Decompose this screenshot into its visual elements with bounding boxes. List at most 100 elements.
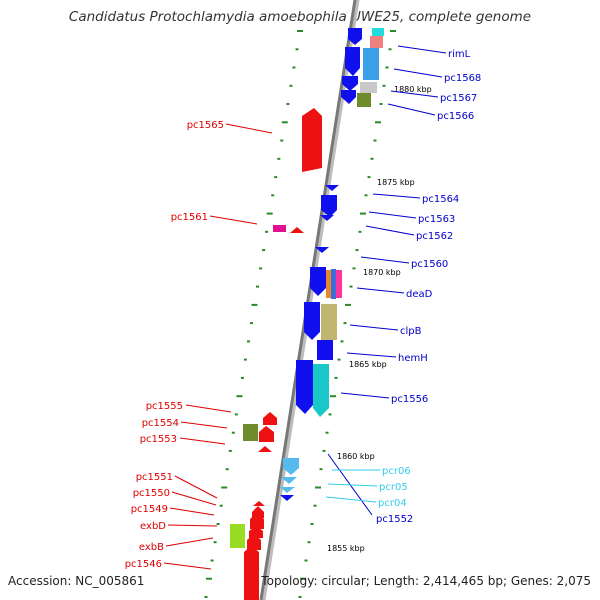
gene-pc1568-a[interactable] bbox=[370, 36, 383, 48]
gene-label[interactable]: pc1554 bbox=[142, 418, 179, 429]
gene-pc1568[interactable] bbox=[345, 47, 360, 76]
gene-hemH[interactable] bbox=[317, 340, 333, 360]
gene-label[interactable]: pc1560 bbox=[411, 259, 448, 270]
scale-tick bbox=[345, 303, 351, 306]
gene-label[interactable]: pc1555 bbox=[146, 401, 183, 412]
gene-label[interactable]: pc1550 bbox=[133, 488, 170, 499]
gene-label[interactable]: pc1556 bbox=[391, 394, 428, 405]
kbp-label: 1880 kbp bbox=[394, 85, 432, 94]
scale-tick bbox=[375, 121, 381, 124]
gene-label[interactable]: pc1551 bbox=[136, 472, 173, 483]
gene-label[interactable]: pcr04 bbox=[378, 498, 407, 509]
gene-pcr05[interactable] bbox=[281, 477, 297, 484]
gene-pc1560[interactable] bbox=[315, 247, 329, 253]
scale-tick bbox=[231, 431, 235, 434]
scale-tick bbox=[240, 376, 244, 379]
gene-exbD-a[interactable] bbox=[230, 524, 245, 548]
gene-label[interactable]: pc1567 bbox=[440, 93, 477, 104]
scale-tick bbox=[349, 285, 353, 288]
gene-pc1566-b[interactable] bbox=[357, 93, 371, 107]
gene-label[interactable]: exbD bbox=[140, 521, 166, 532]
scale-tick bbox=[236, 395, 243, 398]
left-gene-labels: pc1565 pc1561 pc1555 pc1554 pc1553 pc155… bbox=[125, 120, 224, 570]
gene-label[interactable]: pc1561 bbox=[171, 212, 208, 223]
gene-pc1565[interactable] bbox=[302, 108, 322, 172]
gene-pc1567-b[interactable] bbox=[360, 82, 377, 93]
gene-pc1559[interactable] bbox=[310, 267, 326, 296]
gene-pc1555[interactable] bbox=[263, 412, 277, 425]
gene-label[interactable]: pc1552 bbox=[376, 514, 413, 525]
gene-rna-top[interactable] bbox=[372, 28, 384, 36]
kbp-label: 1865 kbp bbox=[349, 360, 387, 369]
gene-rimL[interactable] bbox=[348, 28, 362, 45]
scale-tick bbox=[247, 340, 250, 343]
scale-tick bbox=[204, 596, 208, 598]
scale-tick bbox=[313, 504, 317, 507]
gene-pc1563[interactable] bbox=[321, 195, 337, 217]
gene-label[interactable]: rimL bbox=[448, 49, 471, 60]
scale-tick bbox=[388, 48, 392, 51]
gene-clpB[interactable] bbox=[321, 304, 337, 340]
gene-label[interactable]: pcr06 bbox=[382, 466, 411, 477]
gene-label[interactable]: pc1549 bbox=[131, 504, 168, 515]
gene-pc1562[interactable] bbox=[320, 215, 334, 221]
scale-tick bbox=[355, 249, 359, 252]
gene-pc1554[interactable] bbox=[259, 426, 274, 442]
gene-pc1552[interactable] bbox=[280, 495, 294, 501]
gene-label[interactable]: pc1546 bbox=[125, 559, 162, 570]
gene-pc1564[interactable] bbox=[325, 185, 339, 191]
gene-pc1561-a[interactable] bbox=[273, 225, 286, 232]
gene-pc1556[interactable] bbox=[313, 364, 329, 417]
gene-exbB[interactable] bbox=[247, 534, 261, 550]
gene-label[interactable]: pc1565 bbox=[187, 120, 224, 131]
gene-label[interactable]: pc1568 bbox=[444, 73, 481, 84]
scale-ticks bbox=[204, 30, 396, 598]
gene-label[interactable]: pc1566 bbox=[437, 111, 474, 122]
scale-tick bbox=[370, 157, 374, 160]
gene-pc1566[interactable] bbox=[341, 90, 356, 104]
gene-label[interactable]: hemH bbox=[398, 353, 428, 364]
gene-pcr04[interactable] bbox=[280, 487, 295, 493]
scale-tick bbox=[322, 449, 326, 452]
scale-tick bbox=[271, 194, 275, 197]
gene-pc1553[interactable] bbox=[258, 446, 272, 452]
scale-tick bbox=[281, 121, 288, 124]
scale-tick bbox=[382, 84, 386, 87]
gene-label[interactable]: pc1564 bbox=[422, 194, 459, 205]
gene-label[interactable]: deaD bbox=[406, 289, 433, 300]
gene-label[interactable]: exbB bbox=[139, 542, 164, 553]
accession-text: Accession: NC_005861 bbox=[8, 574, 145, 588]
forward-genes bbox=[280, 28, 384, 501]
gene-label[interactable]: clpB bbox=[400, 326, 422, 337]
scale-tick bbox=[310, 523, 314, 525]
scale-tick bbox=[243, 358, 247, 361]
scale-tick bbox=[330, 395, 336, 398]
gene-pcr06[interactable] bbox=[283, 458, 299, 475]
gene-label[interactable]: pc1562 bbox=[416, 231, 453, 242]
gene-label[interactable]: pc1563 bbox=[418, 214, 455, 225]
gene-pc1557[interactable] bbox=[296, 360, 313, 414]
gene-pc1561[interactable] bbox=[290, 227, 304, 233]
gene-clpB-a[interactable] bbox=[304, 302, 320, 340]
gene-label[interactable]: pcr05 bbox=[379, 482, 408, 493]
scale-tick bbox=[337, 358, 341, 361]
gene-pc1546[interactable] bbox=[244, 546, 259, 600]
gene-pc1568-b[interactable] bbox=[363, 48, 379, 80]
gene-pc1549[interactable] bbox=[250, 513, 264, 529]
gene-deaD-a[interactable] bbox=[326, 270, 331, 298]
gene-deaD-b[interactable] bbox=[331, 269, 336, 299]
scale-tick bbox=[251, 303, 258, 306]
scale-tick bbox=[266, 212, 273, 215]
gene-pc1554-a[interactable] bbox=[243, 424, 258, 441]
gene-pc1551[interactable] bbox=[253, 501, 265, 506]
gene-exbD[interactable] bbox=[249, 526, 263, 538]
gene-deaD[interactable] bbox=[336, 270, 342, 298]
gene-label[interactable]: pc1553 bbox=[140, 434, 177, 445]
kbp-label: 1860 kbp bbox=[337, 452, 375, 461]
reverse-genes bbox=[230, 108, 322, 600]
scale-tick bbox=[259, 267, 263, 270]
gene-pc1567[interactable] bbox=[342, 76, 358, 91]
scale-tick bbox=[379, 103, 383, 105]
